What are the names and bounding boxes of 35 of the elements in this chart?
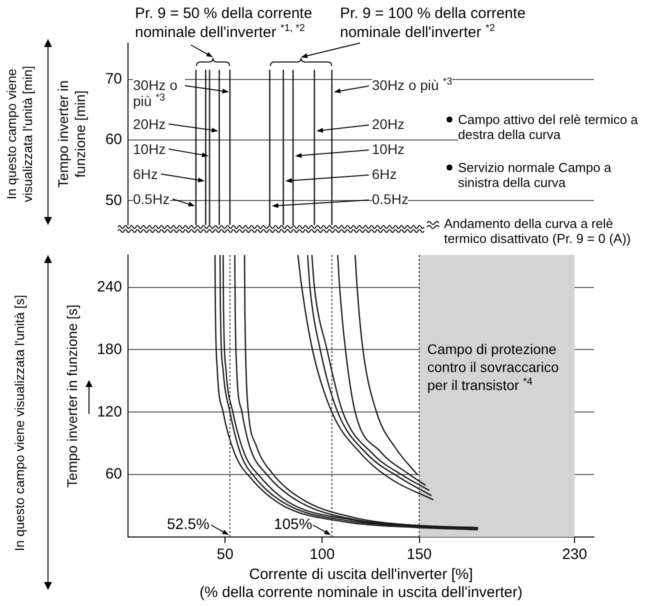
text: (% della corrente nominale in uscita dell'inverter) xyxy=(198,584,524,602)
ref-line-label: 105% xyxy=(274,516,312,533)
annotation: Andamento della curva a relè termico disattivato (Pr. 9 = 0 (A)) xyxy=(444,216,649,246)
y-axis-title: Tempo inverter in funzione [min] xyxy=(55,79,89,190)
text: 0.5Hz xyxy=(372,191,408,207)
text: 20Hz xyxy=(133,116,166,132)
y-tick-label: 50 xyxy=(105,192,122,209)
y-tick-label: 70 xyxy=(105,70,122,88)
y-axis-title: Tempo inverter in funzione [s] xyxy=(63,304,81,490)
text: In questo campo viene visualizzata l'unità [min] xyxy=(3,64,36,204)
text: 10Hz xyxy=(133,141,166,157)
text: 6Hz xyxy=(133,166,158,182)
x-tick-label: 150 xyxy=(406,546,432,564)
text: 30Hz o più $^{*3}$ xyxy=(133,77,185,109)
text: 10Hz xyxy=(372,141,405,157)
text: In questo campo viene visualizzata l'unità [s] xyxy=(11,293,28,553)
band-label: Campo di protezione contro il sovraccarico per il transistor $^{*4}$ xyxy=(427,340,560,394)
text: Pr. 9 = 100 % della corrente nominale dell'inverter $^{*2}$ xyxy=(340,4,527,42)
annotation: Servizio normale Campo a sinistra della curva xyxy=(458,160,648,190)
x-tick-label: 230 xyxy=(562,546,588,564)
text: 6Hz xyxy=(372,166,397,182)
y-tick-label: 180 xyxy=(96,340,122,358)
series-label: 0.5Hz xyxy=(133,191,170,207)
ref-line-label: 52.5% xyxy=(166,516,210,533)
x-tick-label: 100 xyxy=(310,546,335,564)
x-axis-title: Corrente di uscita dell'inverter [%] xyxy=(249,566,473,584)
y-tick-label: 120 xyxy=(96,403,122,420)
text: Pr. 9 = 50 % della corrente nominale dell'inverter $^{*1, *2}$ xyxy=(135,4,314,42)
text: 20Hz xyxy=(372,116,405,132)
x-tick-label: 50 xyxy=(216,546,234,564)
text: 30Hz o più $^{*3}$ xyxy=(372,76,452,93)
y-tick-label: 240 xyxy=(96,278,122,296)
y-tick-label: 60 xyxy=(105,466,122,483)
annotation: Campo attivo del relè termico a destra della curva xyxy=(458,112,648,142)
y-tick-label: 60 xyxy=(105,131,122,148)
